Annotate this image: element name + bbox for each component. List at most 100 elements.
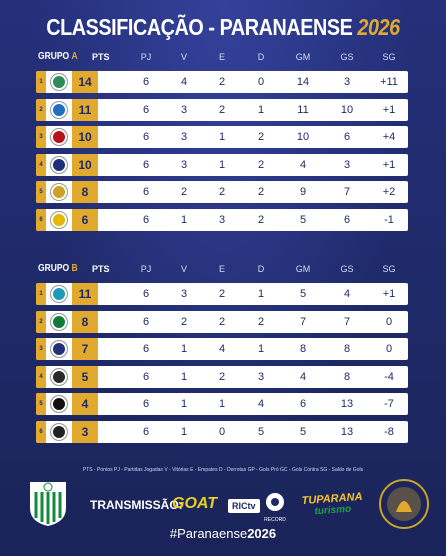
column-header: GS xyxy=(340,52,354,62)
position-number: 6 xyxy=(36,209,46,231)
position-number: 4 xyxy=(36,153,46,176)
stat-cell: 2 xyxy=(257,214,265,226)
table-row: 2 11 6 3 2 1 11 10 +1 xyxy=(36,98,408,121)
stat-cell: 0 xyxy=(257,76,265,88)
stat-cell: 6 xyxy=(142,131,150,144)
team-crest-icon xyxy=(51,184,67,201)
stat-cell: 1 xyxy=(180,343,188,356)
stat-cell: 5 xyxy=(299,426,307,438)
stat-cell: 6 xyxy=(299,398,307,411)
stat-cell: 5 xyxy=(299,288,307,300)
position-number: 6 xyxy=(36,421,46,443)
stat-cell: 7 xyxy=(299,315,307,328)
stat-cell: 10 xyxy=(340,103,354,116)
stat-cell: 1 xyxy=(218,398,226,411)
transmission-label: TRANSMISSÃO: xyxy=(90,498,183,512)
stat-cell: 6 xyxy=(142,343,150,356)
group-header: GRUPO A PTS PJ V E D GM GS SG xyxy=(36,50,408,66)
stat-cell: 1 xyxy=(180,398,188,411)
table-row: 6 3 6 1 0 5 5 13 -8 xyxy=(36,421,408,443)
stat-cell: 6 xyxy=(343,131,351,144)
points-value: 10 xyxy=(72,153,98,176)
stat-cell: 1 xyxy=(218,158,226,171)
stat-cell: -4 xyxy=(384,370,394,383)
stat-cell: 9 xyxy=(299,186,307,199)
stat-cell: 5 xyxy=(299,214,307,226)
column-header: E xyxy=(218,52,225,62)
stat-cell: 3 xyxy=(218,214,226,226)
stat-cell: 6 xyxy=(142,103,150,116)
column-header: PJ xyxy=(140,52,152,62)
position-number: 1 xyxy=(36,283,46,305)
stat-cell: 6 xyxy=(142,186,150,199)
stat-cell: 13 xyxy=(340,398,354,411)
stat-cell: 6 xyxy=(142,426,150,438)
legend: PTS - Pontos PJ - Partidas Jogadas V - V… xyxy=(82,467,364,473)
table-row: 5 4 6 1 1 4 6 13 -7 xyxy=(36,393,408,416)
column-header: D xyxy=(257,52,265,62)
stat-cell: 14 xyxy=(296,76,310,88)
team-crest-icon xyxy=(51,368,67,385)
stat-cell: 3 xyxy=(343,76,351,88)
stat-cell: 8 xyxy=(343,370,351,383)
table-row: 2 8 6 2 2 2 7 7 0 xyxy=(36,310,408,333)
stat-cell: 2 xyxy=(218,76,226,88)
table-row: 4 10 6 3 1 2 4 3 +1 xyxy=(36,153,408,176)
stat-cell: +2 xyxy=(382,186,396,199)
stat-cell: +1 xyxy=(382,288,396,300)
column-header: PJ xyxy=(140,264,152,274)
stat-cell: 11 xyxy=(297,103,309,116)
stat-cell: 8 xyxy=(299,343,307,356)
stat-cell: 2 xyxy=(218,186,226,199)
column-header: E xyxy=(218,264,225,274)
table-row: 5 8 6 2 2 2 9 7 +2 xyxy=(36,181,408,204)
column-header: SG xyxy=(382,52,396,62)
position-number: 5 xyxy=(36,181,46,204)
table-row: 3 10 6 3 1 2 10 6 +4 xyxy=(36,126,408,149)
stat-cell: 7 xyxy=(343,315,351,328)
position-number: 3 xyxy=(36,338,46,361)
team-crest-icon xyxy=(51,341,67,358)
stat-cell: 6 xyxy=(142,288,150,300)
table-row: 1 14 6 4 2 0 14 3 +11 xyxy=(36,71,408,93)
group-label: GRUPO A xyxy=(38,51,78,62)
stat-cell: +1 xyxy=(382,103,396,116)
group-label-prefix: GRUPO xyxy=(38,51,70,62)
stat-cell: 0 xyxy=(385,315,393,328)
points-value: 6 xyxy=(72,209,98,231)
tuparana-logo: TUPARANA turismo xyxy=(301,491,363,519)
stat-cell: 2 xyxy=(218,103,226,116)
stat-cell: -1 xyxy=(384,214,394,226)
position-number: 5 xyxy=(36,393,46,416)
hashtag: #Paranaense2026 xyxy=(0,526,446,541)
stat-cell: 13 xyxy=(340,426,354,438)
stat-cell: 3 xyxy=(180,103,188,116)
stat-cell: 1 xyxy=(257,288,265,300)
stat-cell: 2 xyxy=(180,186,188,199)
stat-cell: 2 xyxy=(218,315,226,328)
record-logo: RECORD xyxy=(262,492,288,523)
stat-cell: 2 xyxy=(257,131,265,144)
stat-cell: 1 xyxy=(180,214,188,226)
position-number: 4 xyxy=(36,365,46,388)
position-number: 1 xyxy=(36,71,46,93)
seal-logo xyxy=(379,479,429,529)
column-header: V xyxy=(180,52,187,62)
stat-cell: 2 xyxy=(257,158,265,171)
points-value: 5 xyxy=(72,365,98,388)
team-crest-icon xyxy=(51,313,67,330)
team-crest-icon xyxy=(51,396,67,413)
stat-cell: 4 xyxy=(180,76,188,88)
title-year: 2026 xyxy=(357,14,400,40)
rictv-logo: RICtv xyxy=(228,499,260,513)
stat-cell: +11 xyxy=(380,76,398,88)
pts-header: PTS xyxy=(92,52,110,62)
stat-cell: 2 xyxy=(257,315,265,328)
stat-cell: 1 xyxy=(218,131,226,144)
stat-cell: 1 xyxy=(257,103,265,116)
points-value: 7 xyxy=(72,338,98,361)
points-value: 8 xyxy=(72,181,98,204)
team-crest-icon xyxy=(51,101,67,118)
stat-cell: 6 xyxy=(142,315,150,328)
points-value: 4 xyxy=(72,393,98,416)
